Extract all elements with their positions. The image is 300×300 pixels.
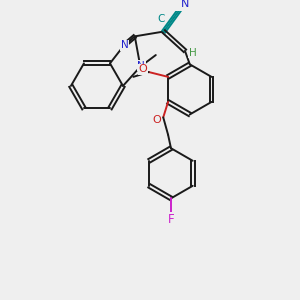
Text: F: F bbox=[168, 213, 174, 226]
Text: N: N bbox=[137, 61, 145, 71]
Text: C: C bbox=[157, 14, 164, 24]
Text: O: O bbox=[139, 64, 147, 74]
Text: H: H bbox=[189, 48, 196, 58]
Text: N: N bbox=[121, 40, 128, 50]
Text: N: N bbox=[181, 0, 189, 9]
Text: O: O bbox=[152, 115, 161, 125]
